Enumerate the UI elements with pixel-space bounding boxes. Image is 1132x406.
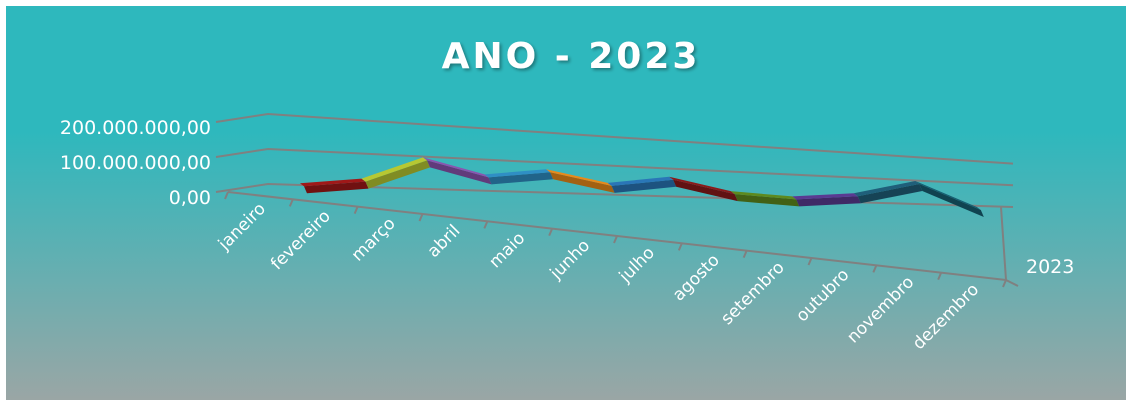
x-tick-mark — [613, 235, 618, 244]
x-tick-mark — [1002, 279, 1007, 288]
line-segment — [299, 178, 366, 187]
line-segment — [669, 176, 735, 195]
chart-background — [6, 6, 1126, 400]
y-tick-label: 0,00 — [169, 187, 211, 209]
x-tick-mark — [742, 250, 748, 259]
line-segment-side — [488, 172, 554, 185]
line-segment-side — [550, 172, 615, 193]
line-segment-side — [611, 179, 677, 193]
y-tick-label: 200.000.000,00 — [60, 117, 211, 139]
line-segment — [361, 157, 428, 182]
x-tick-mark — [677, 242, 683, 251]
line-segment-side — [796, 196, 861, 207]
line-segment — [484, 169, 551, 178]
line-segment-side — [673, 179, 738, 202]
line-segment-side — [365, 160, 431, 189]
line-chart-3d: ANO - 2023 200.000.000,00 100.000.000,00 0… — [6, 6, 1126, 400]
x-tick-mark — [288, 198, 294, 207]
line-segment — [607, 176, 674, 186]
x-tick-mark — [807, 257, 813, 266]
depth-tick-mark — [1005, 279, 1019, 287]
x-tick-mark — [483, 220, 489, 229]
x-tick-mark — [418, 213, 424, 222]
x-tick-mark — [937, 272, 943, 281]
line-segment-side — [919, 184, 984, 217]
gridline — [215, 112, 1014, 165]
line-segment — [730, 191, 797, 200]
line-segment-side — [427, 160, 492, 185]
line-segment — [423, 157, 489, 178]
line-segment — [546, 169, 612, 186]
line-segment-side — [857, 184, 923, 204]
line-segment — [915, 181, 981, 210]
line-segment — [853, 181, 920, 197]
x-tick-mark — [872, 264, 878, 273]
x-tick-mark — [224, 191, 229, 200]
line-segment-side — [303, 181, 369, 194]
x-tick-mark — [353, 206, 359, 215]
y-tick-label: 100.000.000,00 — [60, 152, 211, 174]
gridlines — [215, 112, 1019, 288]
y-axis-ticks: 200.000.000,00 100.000.000,00 0,00 — [60, 117, 211, 209]
chart-area: ANO - 2023 200.000.000,00 100.000.000,00 0… — [6, 6, 1126, 400]
line-segment-side — [734, 194, 800, 207]
series-label: 2023 — [1026, 256, 1074, 278]
line-segment — [792, 193, 858, 200]
chart-title: ANO - 2023 — [442, 36, 701, 77]
x-tick-mark — [548, 228, 554, 237]
gridline — [215, 147, 1014, 187]
series-ribbons — [299, 157, 984, 217]
